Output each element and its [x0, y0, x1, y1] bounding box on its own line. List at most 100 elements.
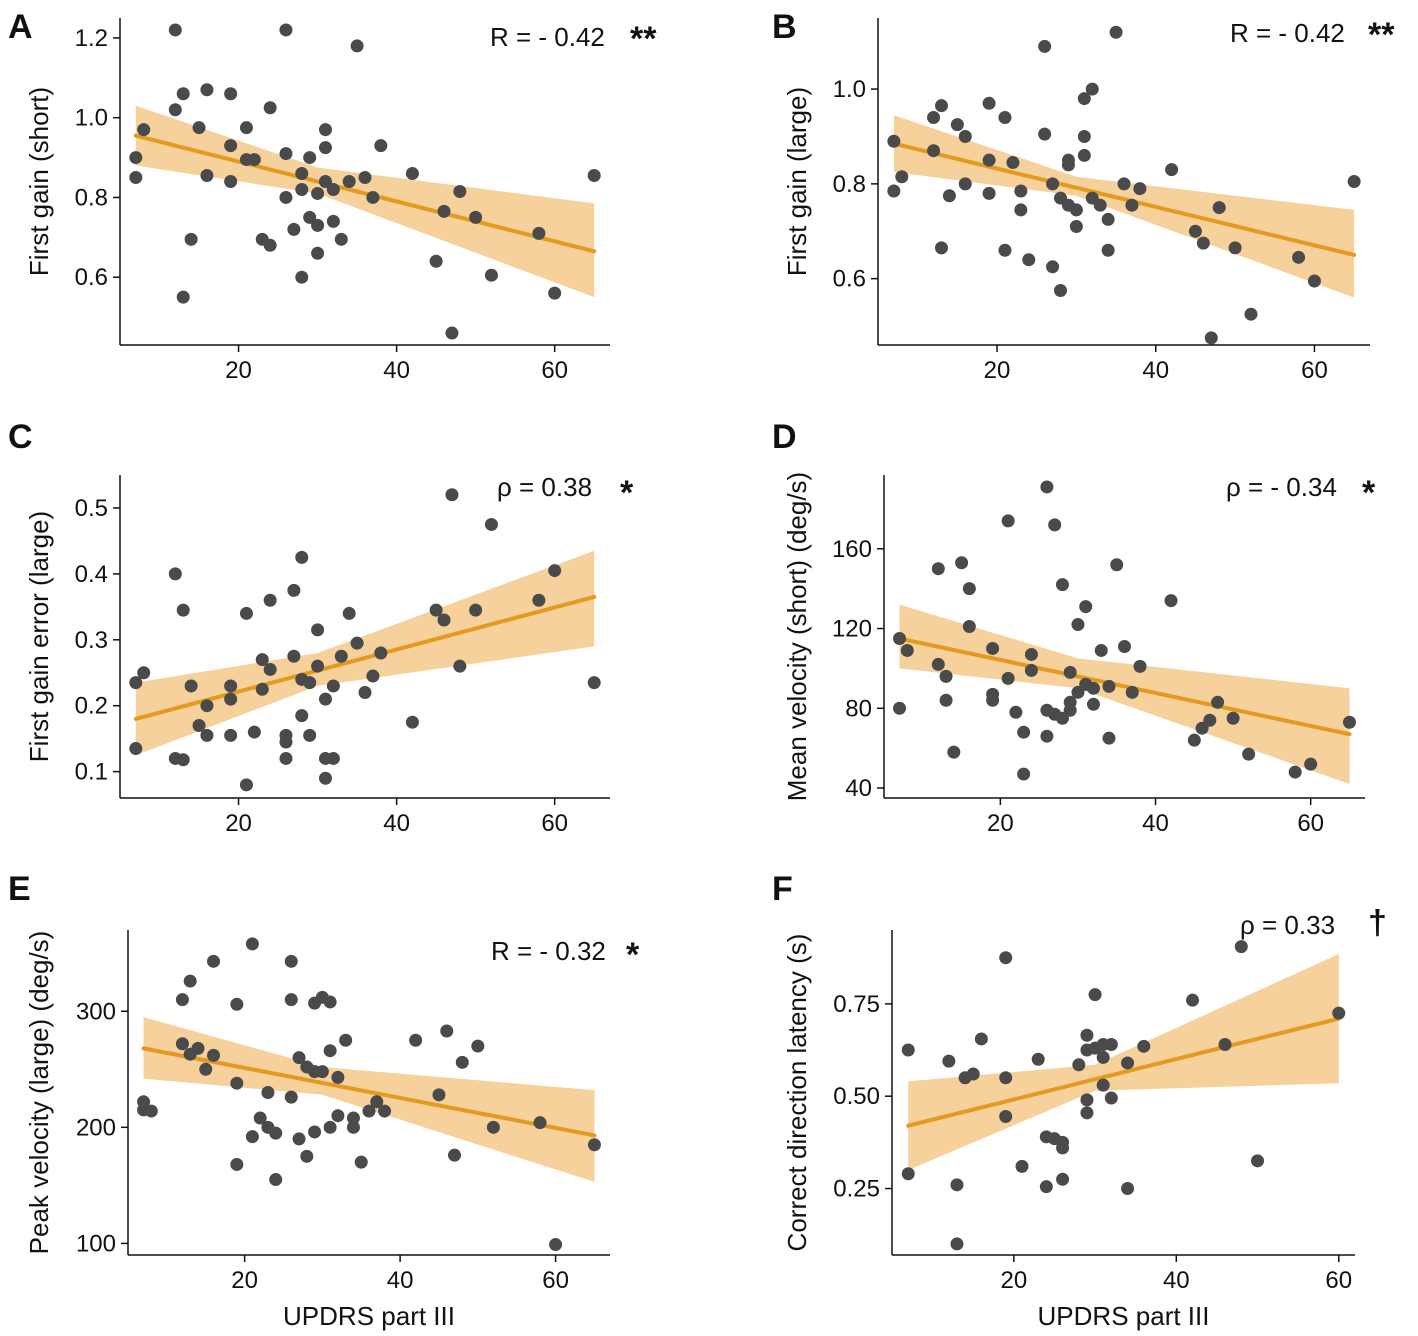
data-point — [255, 682, 269, 696]
data-point — [261, 1086, 275, 1099]
data-point — [279, 147, 293, 161]
data-point — [331, 1070, 345, 1084]
x-tick-label: 20 — [231, 1267, 258, 1294]
data-point — [982, 186, 996, 200]
y-tick-label: 0.8 — [833, 171, 866, 198]
data-point — [311, 246, 325, 260]
data-point — [269, 1126, 283, 1140]
data-point — [469, 603, 483, 617]
y-axis-title-e: Peak velocity (large) (deg/s) — [24, 931, 54, 1255]
data-point — [1093, 198, 1107, 212]
data-point — [200, 699, 214, 713]
data-point — [129, 171, 143, 185]
data-point — [192, 718, 206, 732]
x-tick-label: 40 — [1142, 357, 1169, 384]
data-point — [1125, 198, 1139, 212]
confidence-band-b — [893, 115, 1355, 298]
data-point — [1048, 518, 1062, 532]
data-point — [1102, 731, 1116, 745]
x-tick-label: 40 — [383, 357, 410, 384]
data-point — [1056, 1141, 1070, 1155]
data-point — [950, 1178, 964, 1192]
significance-marker-d: * — [1362, 474, 1376, 512]
y-tick-label: 0.2 — [75, 693, 108, 720]
x-tick-label: 40 — [383, 810, 410, 837]
data-point — [358, 686, 372, 700]
data-point — [947, 745, 961, 759]
data-point — [1039, 1180, 1053, 1194]
data-point — [982, 96, 996, 110]
data-point — [1195, 721, 1209, 735]
data-point — [176, 753, 190, 767]
data-point — [1055, 711, 1069, 725]
data-point — [1063, 665, 1077, 679]
data-point — [144, 1104, 158, 1118]
data-point — [1071, 685, 1085, 699]
stat-annotation-e: R = - 0.32 — [491, 936, 606, 966]
data-point — [1022, 253, 1036, 267]
data-point — [1017, 725, 1031, 739]
data-point — [323, 1120, 337, 1134]
data-point — [999, 1110, 1013, 1124]
data-point — [295, 550, 309, 564]
data-point — [1101, 243, 1115, 257]
y-tick-label: 0.3 — [75, 627, 108, 654]
x-tick-label: 60 — [1297, 810, 1324, 837]
data-point — [1038, 39, 1052, 53]
stat-annotation-d: ρ = - 0.34 — [1226, 472, 1337, 502]
data-point — [1110, 558, 1124, 572]
x-tick-label: 40 — [1163, 1267, 1190, 1294]
data-point — [1186, 993, 1200, 1007]
data-point — [986, 693, 1000, 707]
data-point — [311, 186, 325, 200]
data-point — [168, 103, 182, 117]
data-point — [224, 728, 238, 742]
data-point — [342, 175, 356, 188]
data-point — [287, 222, 301, 236]
data-point — [247, 725, 261, 739]
data-point — [966, 1067, 980, 1081]
data-point — [378, 1104, 392, 1118]
data-point — [1024, 647, 1038, 661]
data-point — [224, 692, 238, 706]
data-point — [318, 175, 332, 188]
data-point — [175, 993, 189, 1007]
panel-d: 20 40 60 40 80 120 160 Mean velocity (short) (d… — [772, 418, 1376, 837]
data-point — [1072, 1058, 1086, 1072]
data-point — [326, 679, 340, 693]
stat-annotation-c: ρ = 0.38 — [497, 472, 592, 502]
stat-annotation-a: R = - 0.42 — [490, 22, 605, 52]
data-point — [230, 997, 244, 1011]
y-tick-label: 100 — [76, 1230, 116, 1257]
data-point — [1234, 940, 1248, 954]
x-axis-title-e: UPDRS part III — [283, 1301, 455, 1331]
data-point — [287, 649, 301, 663]
data-point — [1251, 1154, 1265, 1168]
data-point — [1121, 1182, 1135, 1196]
data-point — [1040, 729, 1054, 743]
data-point — [405, 167, 419, 181]
data-point — [1304, 757, 1318, 771]
data-point — [950, 1237, 964, 1251]
data-point — [998, 111, 1012, 125]
y-tick-label: 0.6 — [75, 264, 108, 291]
y-tick-label: 0.1 — [75, 759, 108, 786]
y-tick-label: 120 — [832, 616, 872, 643]
panel-letter-a: A — [8, 8, 33, 46]
data-point — [350, 636, 364, 650]
panel-letter-c: C — [8, 418, 33, 456]
data-point — [300, 1149, 314, 1163]
data-point — [199, 1062, 213, 1076]
data-point — [1196, 236, 1210, 250]
panel-letter-d: D — [772, 418, 797, 456]
data-point — [303, 676, 317, 690]
data-point — [1307, 274, 1321, 288]
data-point — [1211, 695, 1225, 709]
panel-b: 20 40 60 0.6 0.8 1.0 First gain (large) B R = - … — [772, 8, 1395, 384]
data-point — [255, 653, 269, 667]
data-point — [1054, 284, 1068, 297]
significance-marker-b: ** — [1368, 16, 1395, 54]
data-point — [998, 243, 1012, 257]
y-tick-label: 300 — [76, 998, 116, 1025]
data-point — [1204, 331, 1218, 345]
